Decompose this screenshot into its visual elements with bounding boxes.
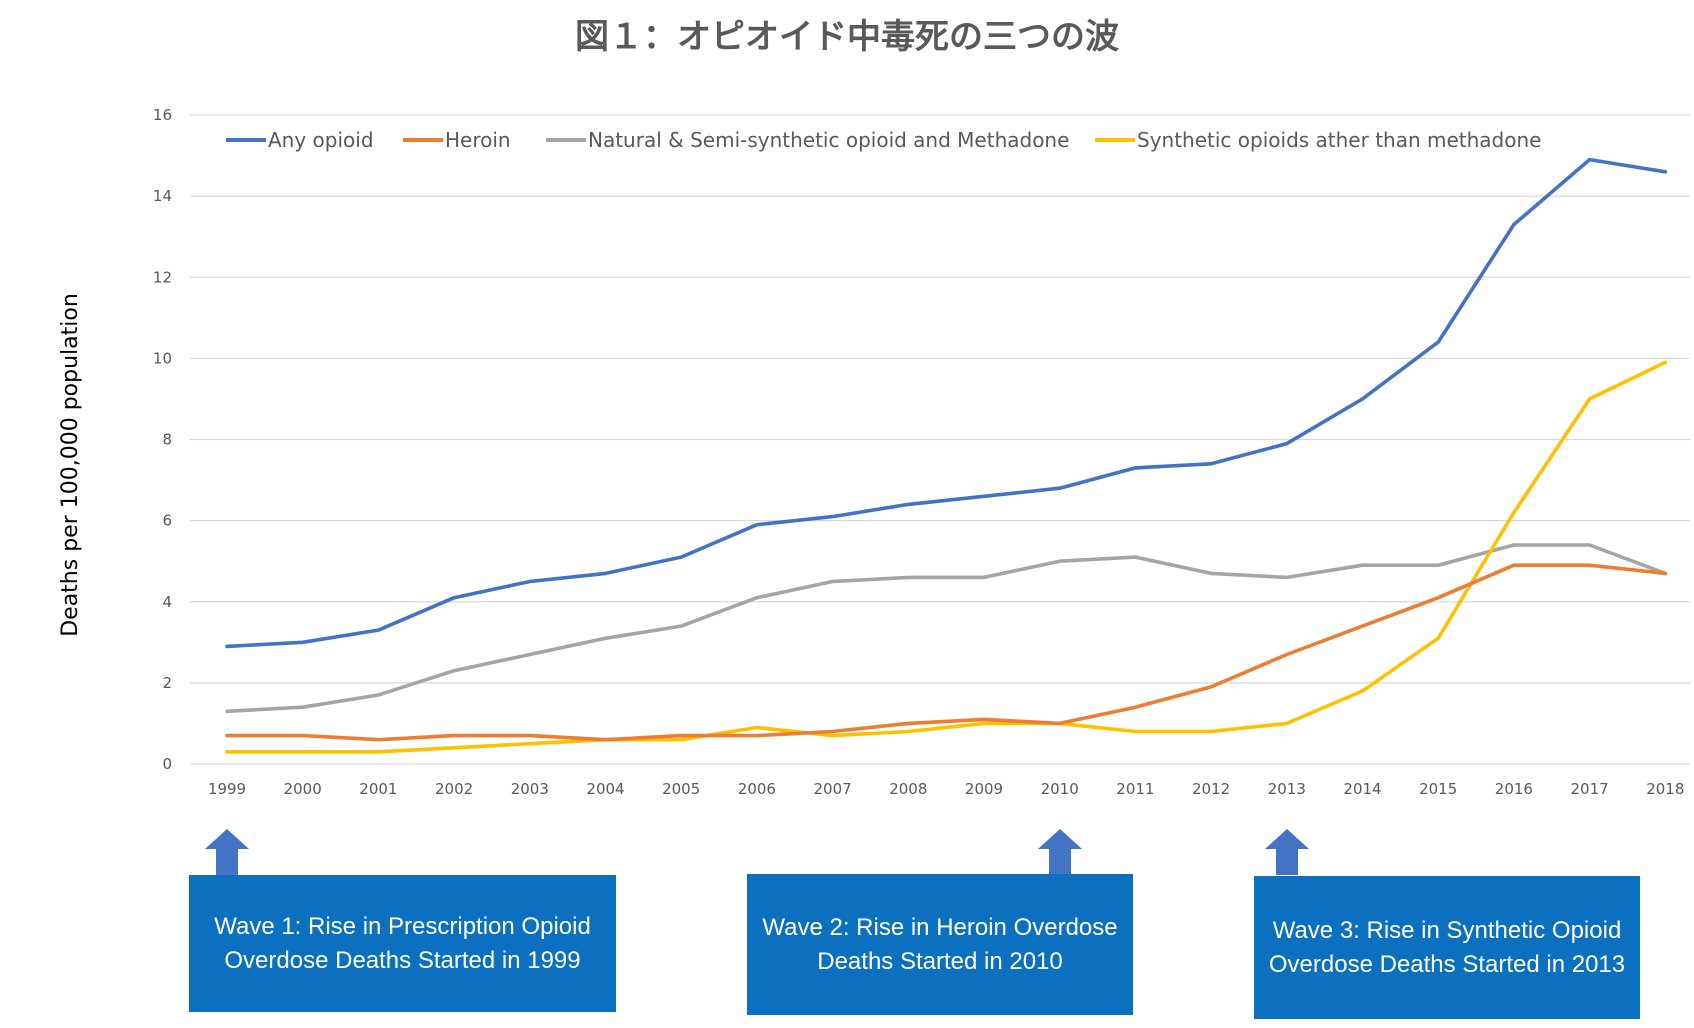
x-tick-label: 2002	[435, 780, 473, 798]
y-tick-label: 14	[153, 187, 172, 205]
x-tick-label: 2000	[284, 780, 322, 798]
series-line-1	[225, 563, 1668, 742]
y-tick-label: 12	[153, 268, 172, 286]
y-tick-label: 8	[162, 431, 172, 449]
wave-1-text: Wave 1: Rise in Prescription Opioid Over…	[214, 912, 591, 974]
arrow-up-icon	[1038, 829, 1082, 875]
legend-label-3: Synthetic opioids ather than methadone	[1137, 128, 1541, 152]
y-tick-label: 6	[162, 512, 172, 530]
legend-label-1: Heroin	[445, 128, 511, 152]
x-axis-ticks: 1999 2000 2001 2002 2003 2004 2005 2006 2007 2008…	[208, 780, 1684, 798]
arrow-up-icon	[1265, 829, 1309, 875]
wave-2-text: Wave 2: Rise in Heroin Overdose Deaths S…	[762, 913, 1118, 975]
x-tick-label: 2013	[1268, 780, 1306, 798]
x-tick-label: 2004	[586, 780, 624, 798]
wave-arrow-1	[205, 829, 249, 875]
wave-arrow-2	[1038, 829, 1082, 875]
legend: Any opioid Heroin Natural & Semi-synthetic…	[226, 128, 1541, 152]
legend-label-0: Any opioid	[268, 128, 374, 152]
x-tick-label: 2015	[1419, 780, 1457, 798]
x-tick-label: 2005	[662, 780, 700, 798]
series-line-3	[225, 360, 1668, 754]
arrow-up-icon	[205, 829, 249, 875]
wave-3-text: Wave 3: Rise in Synthetic Opioid Overdos…	[1268, 916, 1626, 978]
series-line-2	[225, 543, 1668, 714]
gridlines	[190, 114, 1690, 765]
x-tick-label: 2008	[889, 780, 927, 798]
wave-2-box: Wave 2: Rise in Heroin Overdose Deaths S…	[747, 874, 1133, 1015]
wave-1-box: Wave 1: Rise in Prescription Opioid Over…	[189, 875, 616, 1012]
chart-title: 図１：オピオイド中毒死の三つの波	[575, 17, 1119, 57]
x-tick-label: 2006	[738, 780, 776, 798]
y-tick-label: 4	[162, 593, 172, 611]
x-tick-label: 2007	[814, 780, 852, 798]
wave-arrow-3	[1265, 829, 1309, 875]
x-tick-label: 1999	[208, 780, 246, 798]
y-tick-label: 0	[162, 755, 172, 773]
y-tick-label: 16	[153, 106, 172, 124]
x-tick-label: 2017	[1571, 780, 1609, 798]
series-line-0	[225, 157, 1668, 649]
x-tick-label: 2009	[965, 780, 1003, 798]
x-tick-label: 2011	[1116, 780, 1154, 798]
x-tick-label: 2012	[1192, 780, 1230, 798]
x-tick-label: 2016	[1495, 780, 1533, 798]
x-tick-label: 2003	[511, 780, 549, 798]
x-tick-label: 2001	[359, 780, 397, 798]
x-tick-label: 2018	[1646, 780, 1684, 798]
y-axis-ticks: 0 2 4 6 8 10 12 14 16	[153, 106, 172, 773]
y-tick-label: 10	[153, 349, 172, 367]
series-lines	[225, 157, 1668, 754]
x-tick-label: 2014	[1343, 780, 1381, 798]
y-tick-label: 2	[162, 674, 172, 692]
y-axis-label: Deaths per 100,000 population	[58, 293, 83, 637]
x-tick-label: 2010	[1041, 780, 1079, 798]
legend-label-2: Natural & Semi-synthetic opioid and Meth…	[588, 128, 1069, 152]
wave-3-box: Wave 3: Rise in Synthetic Opioid Overdos…	[1254, 876, 1640, 1019]
